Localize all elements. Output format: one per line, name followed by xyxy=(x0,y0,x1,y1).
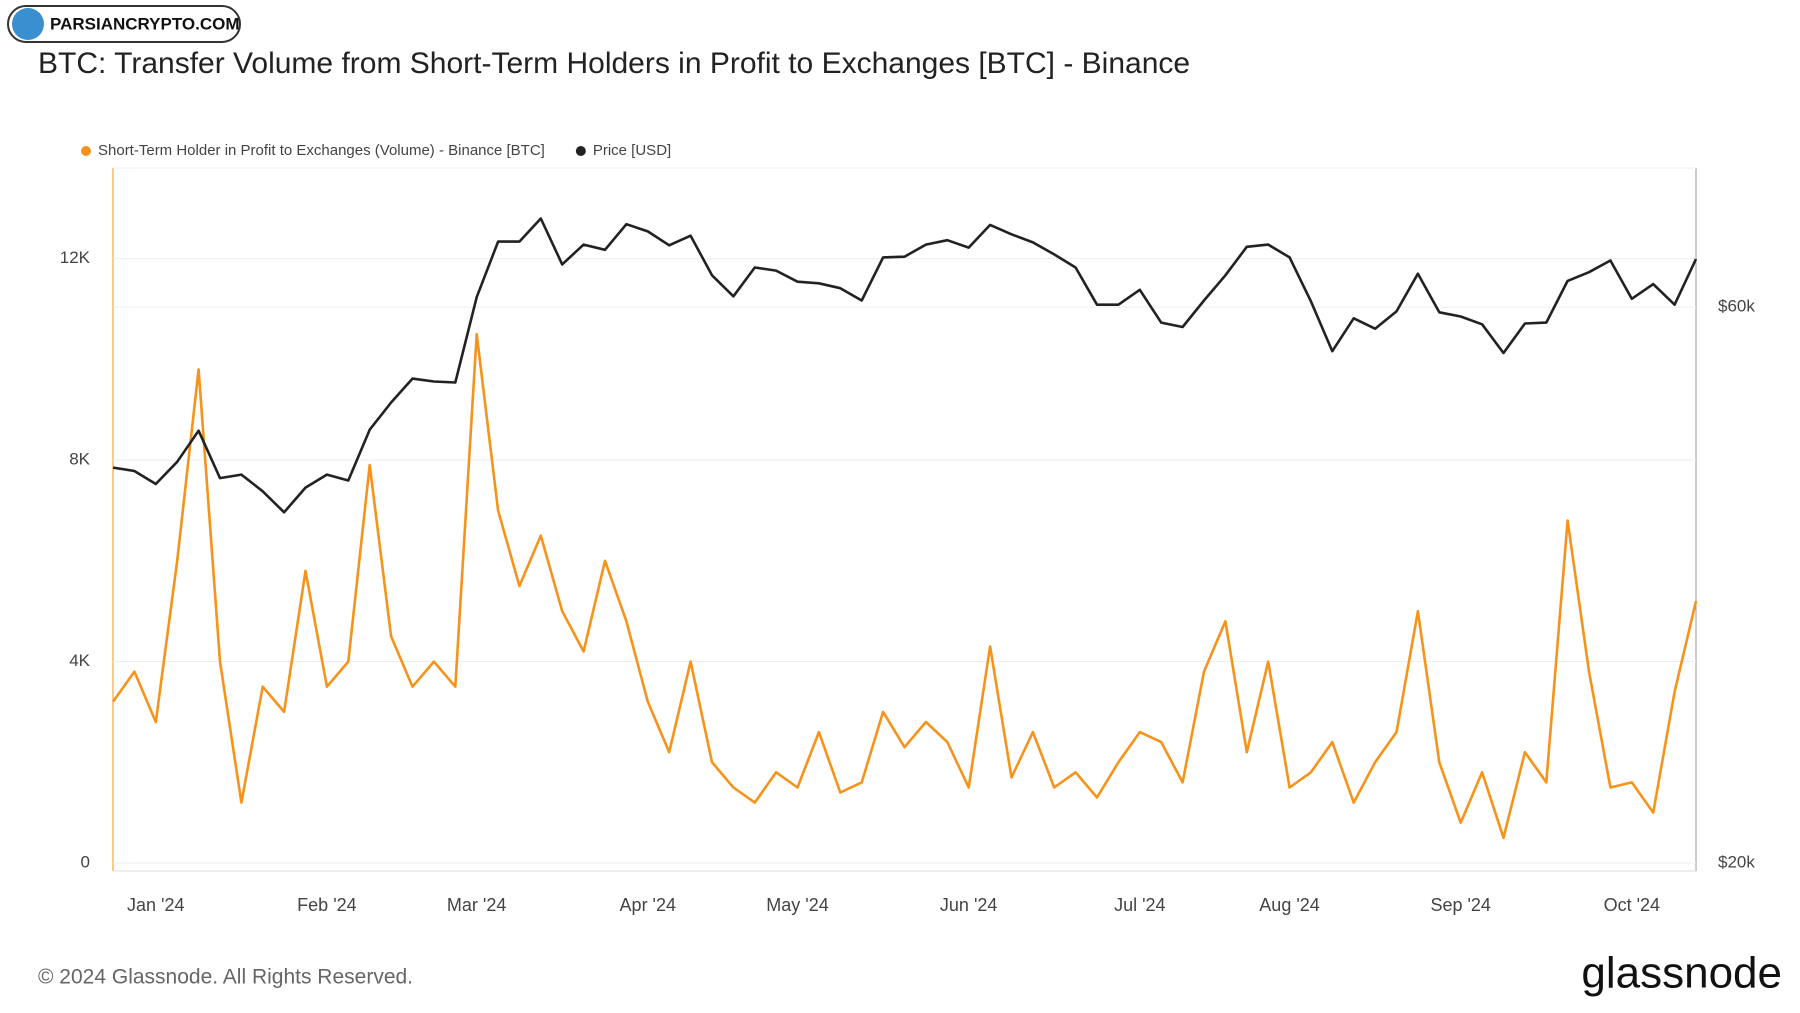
legend-marker xyxy=(81,146,91,156)
legend-label: Price [USD] xyxy=(593,142,671,159)
x-tick-label: Mar '24 xyxy=(447,895,506,915)
chart-title: BTC: Transfer Volume from Short-Term Hol… xyxy=(38,47,1190,80)
watermark-badge xyxy=(7,5,241,43)
x-tick-label: Jul '24 xyxy=(1114,895,1165,915)
legend: Short-Term Holder in Profit to Exchanges… xyxy=(81,142,671,159)
series-line xyxy=(111,332,1698,840)
y-tick-label: 0 xyxy=(81,852,90,871)
x-tick-label: May '24 xyxy=(766,895,828,915)
legend-label: Short-Term Holder in Profit to Exchanges… xyxy=(98,142,545,159)
logo: glassnode xyxy=(1581,949,1782,998)
y-tick-label: 12K xyxy=(60,248,91,267)
y2-tick-label: $60k xyxy=(1718,297,1755,316)
x-tick-label: Oct '24 xyxy=(1604,895,1660,915)
x-tick-label: Aug '24 xyxy=(1259,895,1320,915)
x-tick-label: Apr '24 xyxy=(620,895,676,915)
legend-marker xyxy=(575,146,586,156)
series-line xyxy=(112,217,1698,514)
copyright: © 2024 Glassnode. All Rights Reserved. xyxy=(38,966,413,989)
x-tick-label: Jun '24 xyxy=(940,895,997,915)
x-tick-label: Feb '24 xyxy=(297,895,356,915)
y-tick-label: 8K xyxy=(69,450,90,469)
x-tick-label: Sep '24 xyxy=(1430,895,1491,915)
y2-tick-label: $20k xyxy=(1718,852,1755,871)
watermark-icon xyxy=(12,8,44,40)
x-tick-label: Jan '24 xyxy=(127,895,184,915)
watermark: PARSIANCRYPTO.COM xyxy=(50,14,240,33)
y-tick-label: 4K xyxy=(69,651,90,670)
